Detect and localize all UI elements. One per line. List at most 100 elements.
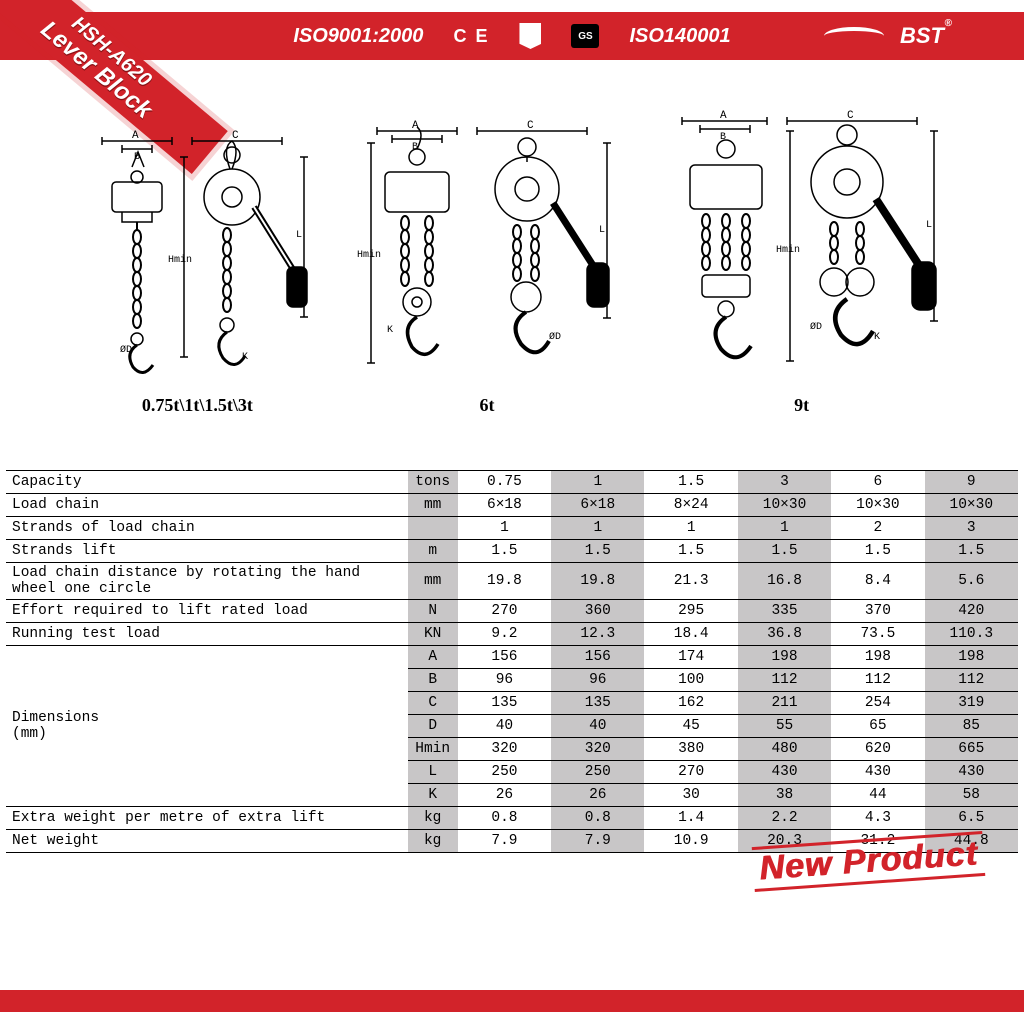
table-cell: 1.5 <box>925 540 1018 563</box>
diagram-3-label: 9t <box>794 395 809 416</box>
table-cell: 270 <box>458 600 551 623</box>
row-label: Load chain distance by rotating the hand… <box>6 563 408 600</box>
table-cell: 6.5 <box>925 807 1018 830</box>
table-cell: 335 <box>738 600 831 623</box>
table-cell: 12.3 <box>551 623 644 646</box>
table-cell: 3 <box>925 517 1018 540</box>
table-cell: 112 <box>738 669 831 692</box>
table-cell: 6 <box>831 471 924 494</box>
svg-text:A: A <box>412 120 419 132</box>
table-cell: 198 <box>925 646 1018 669</box>
table-cell: 198 <box>831 646 924 669</box>
table-cell: 44 <box>831 784 924 807</box>
svg-text:L: L <box>296 230 302 241</box>
svg-text:ØD: ØD <box>549 331 561 343</box>
dim-letter: C <box>408 692 458 715</box>
table-cell: 254 <box>831 692 924 715</box>
diagram-2: A B C <box>357 117 617 416</box>
table-cell: 26 <box>551 784 644 807</box>
row-label: Strands lift <box>6 540 408 563</box>
table-cell: 320 <box>551 738 644 761</box>
table-cell: 480 <box>738 738 831 761</box>
footer-bar <box>0 990 1024 1012</box>
iso-14001: ISO140001 <box>629 25 730 48</box>
table-cell: 21.3 <box>644 563 737 600</box>
svg-text:ØD: ØD <box>810 321 822 333</box>
table-cell: 430 <box>831 761 924 784</box>
table-cell: 7.9 <box>551 830 644 853</box>
table-cell: 38 <box>738 784 831 807</box>
dim-letter: B <box>408 669 458 692</box>
table-cell: 0.75 <box>458 471 551 494</box>
table-cell: 319 <box>925 692 1018 715</box>
svg-text:Hmin: Hmin <box>357 249 381 261</box>
svg-text:Hmin: Hmin <box>776 244 800 256</box>
table-cell: 1.5 <box>458 540 551 563</box>
brand-swoosh-icon <box>824 27 884 45</box>
table-cell: 110.3 <box>925 623 1018 646</box>
table-cell: 320 <box>458 738 551 761</box>
table-cell: 430 <box>925 761 1018 784</box>
row-unit: mm <box>408 563 458 600</box>
table-cell: 6×18 <box>458 494 551 517</box>
tuv-badge-icon <box>519 23 541 49</box>
svg-text:Hmin: Hmin <box>168 254 192 266</box>
table-cell: 45 <box>644 715 737 738</box>
table-cell: 156 <box>551 646 644 669</box>
table-cell: 5.6 <box>925 563 1018 600</box>
dimensions-label: Dimensions(mm) <box>6 646 408 807</box>
table-cell: 40 <box>551 715 644 738</box>
table-cell: 250 <box>458 761 551 784</box>
table-cell: 665 <box>925 738 1018 761</box>
table-cell: 135 <box>551 692 644 715</box>
table-cell: 73.5 <box>831 623 924 646</box>
table-cell: 65 <box>831 715 924 738</box>
table-cell: 198 <box>738 646 831 669</box>
svg-text:C: C <box>847 110 854 122</box>
svg-text:ØD: ØD <box>120 344 132 356</box>
row-unit <box>408 517 458 540</box>
table-cell: 8×24 <box>644 494 737 517</box>
svg-text:K: K <box>242 352 248 363</box>
table-cell: 0.8 <box>458 807 551 830</box>
iso-9001: ISO9001:2000 <box>293 25 423 48</box>
row-unit: kg <box>408 830 458 853</box>
table-cell: 4.3 <box>831 807 924 830</box>
svg-text:A: A <box>132 130 139 142</box>
row-label: Running test load <box>6 623 408 646</box>
row-label: Capacity <box>6 471 408 494</box>
table-cell: 9 <box>925 471 1018 494</box>
table-cell: 10×30 <box>738 494 831 517</box>
table-cell: 156 <box>458 646 551 669</box>
table-cell: 1 <box>738 517 831 540</box>
table-cell: 10.9 <box>644 830 737 853</box>
table-cell: 36.8 <box>738 623 831 646</box>
dim-letter: D <box>408 715 458 738</box>
row-label: Strands of load chain <box>6 517 408 540</box>
row-label: Net weight <box>6 830 408 853</box>
table-cell: 1.5 <box>738 540 831 563</box>
table-cell: 10×30 <box>831 494 924 517</box>
table-cell: 40 <box>458 715 551 738</box>
table-cell: 620 <box>831 738 924 761</box>
table-cell: 380 <box>644 738 737 761</box>
diagram-3: A B C <box>662 107 942 416</box>
table-cell: 1.5 <box>551 540 644 563</box>
table-cell: 250 <box>551 761 644 784</box>
table-cell: 3 <box>738 471 831 494</box>
table-cell: 100 <box>644 669 737 692</box>
table-cell: 8.4 <box>831 563 924 600</box>
table-cell: 430 <box>738 761 831 784</box>
brand-logo: BST <box>900 23 944 49</box>
svg-text:L: L <box>599 225 605 236</box>
table-cell: 18.4 <box>644 623 737 646</box>
table-cell: 30 <box>644 784 737 807</box>
row-label: Effort required to lift rated load <box>6 600 408 623</box>
table-cell: 1 <box>644 517 737 540</box>
diagrams-row: A B C <box>0 96 1024 416</box>
table-cell: 85 <box>925 715 1018 738</box>
table-cell: 420 <box>925 600 1018 623</box>
table-cell: 112 <box>831 669 924 692</box>
table-cell: 112 <box>925 669 1018 692</box>
table-cell: 58 <box>925 784 1018 807</box>
